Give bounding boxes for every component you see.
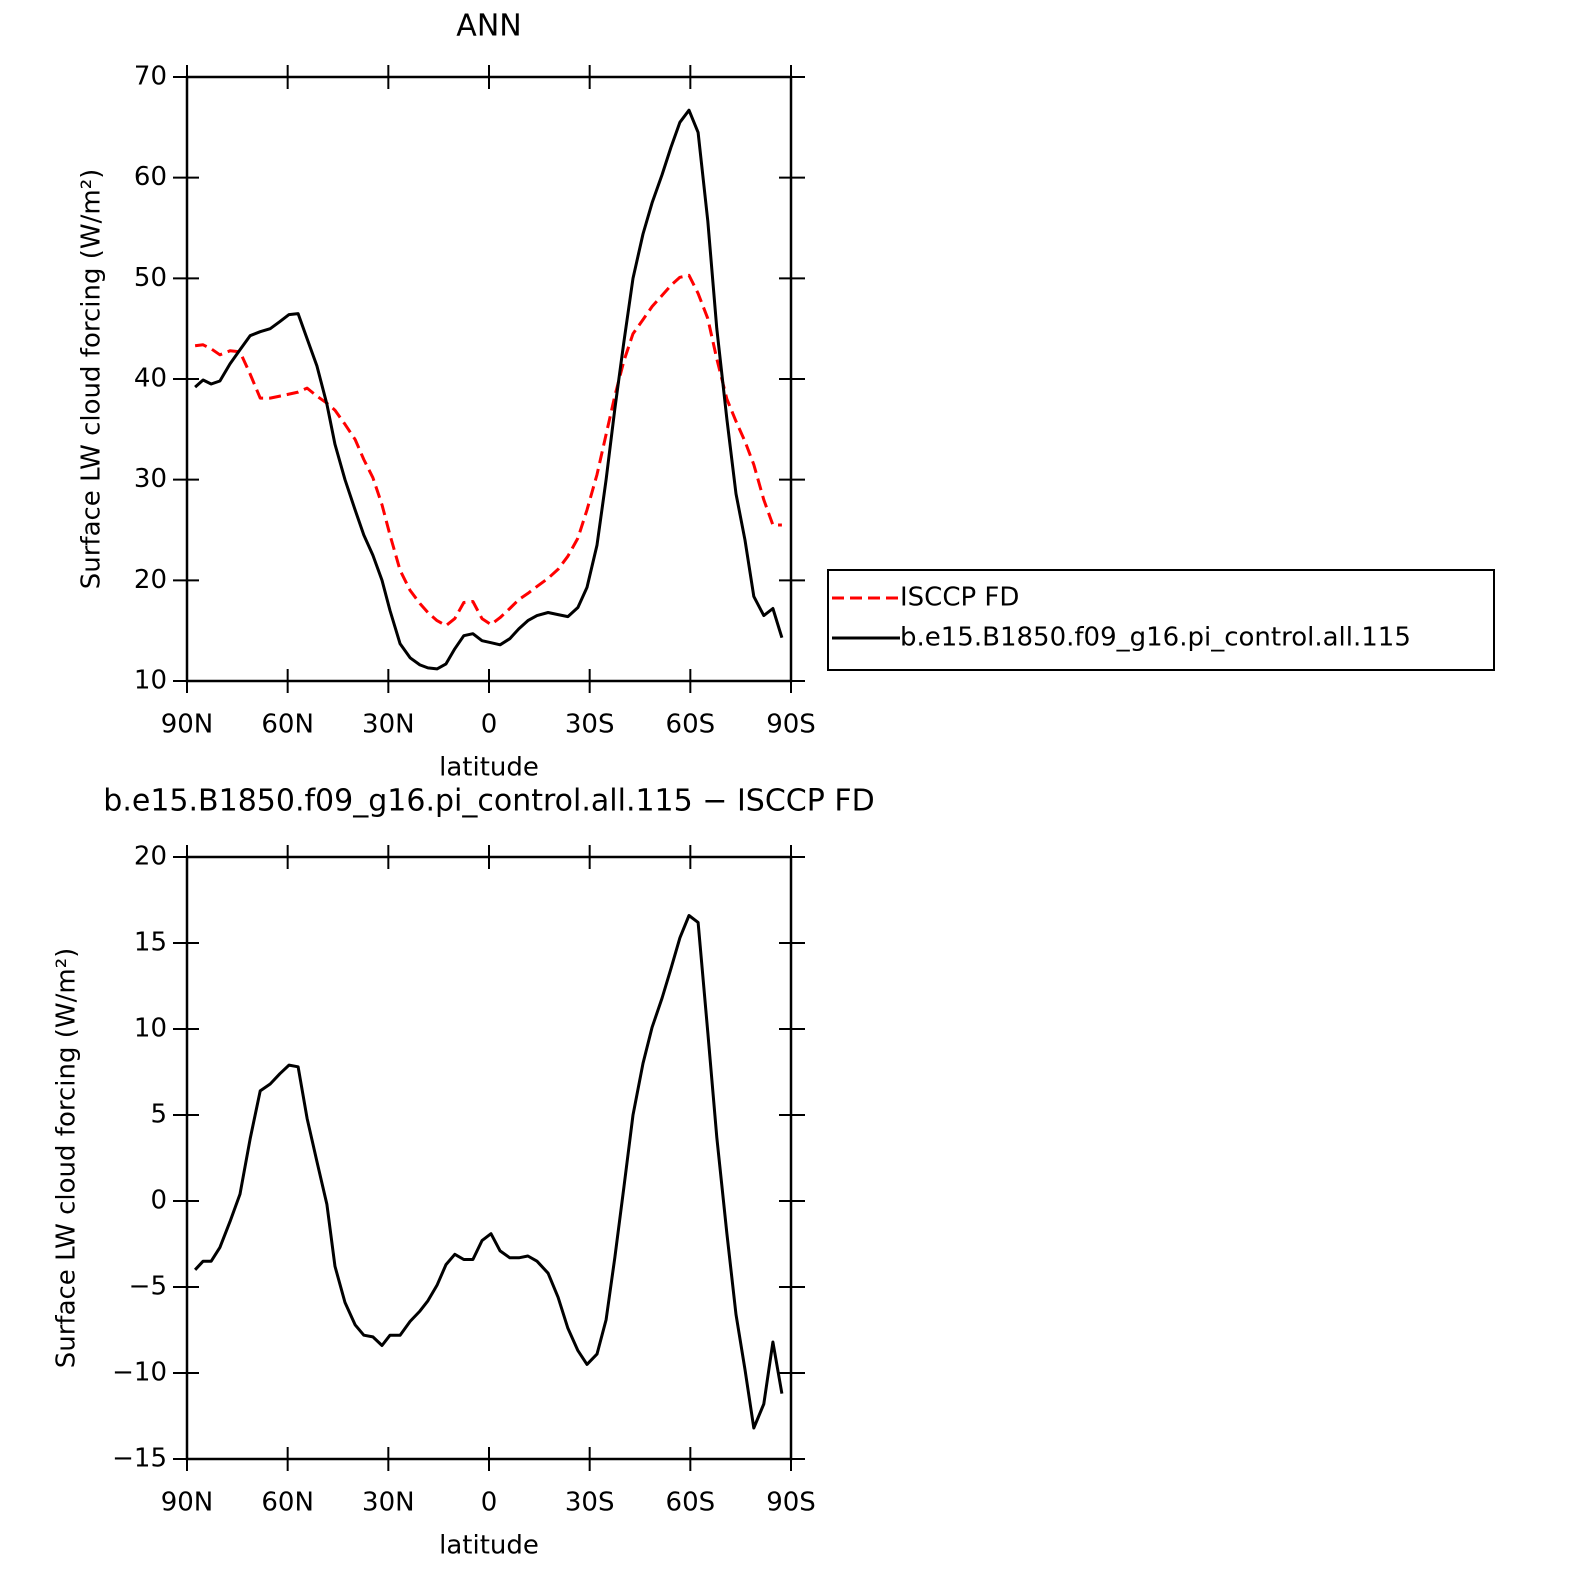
chart-title: b.e15.B1850.f09_g16.pi_control.all.115 −… bbox=[103, 784, 874, 819]
data-line bbox=[194, 914, 784, 1430]
x-tick-label: 60S bbox=[666, 1488, 716, 1518]
x-tick-label: 30N bbox=[362, 710, 415, 740]
chart-title: ANN bbox=[456, 9, 521, 44]
y-tick-label: 0 bbox=[150, 1186, 167, 1216]
x-tick-label: 90N bbox=[161, 1488, 214, 1518]
x-tick-label: 90N bbox=[161, 710, 214, 740]
y-tick-label: −5 bbox=[129, 1272, 167, 1302]
y-tick-label: 40 bbox=[134, 364, 167, 394]
y-tick-label: 30 bbox=[134, 464, 167, 494]
y-tick-label: 60 bbox=[134, 162, 167, 192]
y-axis-label: Surface LW cloud forcing (W/m²) bbox=[52, 948, 82, 1369]
y-tick-label: 10 bbox=[134, 1014, 167, 1044]
x-tick-label: 30N bbox=[362, 1488, 415, 1518]
y-tick-label: 50 bbox=[134, 263, 167, 293]
plot-frame bbox=[185, 75, 793, 683]
x-tick-label: 60S bbox=[666, 710, 716, 740]
y-tick-label: 20 bbox=[134, 565, 167, 595]
x-tick-label: 0 bbox=[481, 1488, 498, 1518]
data-line bbox=[194, 108, 784, 671]
y-tick-label: 10 bbox=[134, 666, 167, 696]
x-tick-label: 60N bbox=[261, 1488, 314, 1518]
legend-label: ISCCP FD bbox=[900, 583, 1019, 613]
y-tick-label: 15 bbox=[134, 928, 167, 958]
x-tick-label: 30S bbox=[565, 1488, 615, 1518]
x-tick-label: 30S bbox=[565, 710, 615, 740]
x-tick-label: 90S bbox=[766, 1488, 816, 1518]
x-tick-label: 60N bbox=[261, 710, 314, 740]
y-tick-label: −10 bbox=[112, 1358, 167, 1388]
y-tick-label: −15 bbox=[112, 1444, 167, 1474]
legend-box bbox=[827, 569, 1495, 671]
y-tick-label: 70 bbox=[134, 62, 167, 92]
x-tick-label: 0 bbox=[481, 710, 498, 740]
plot-frame bbox=[185, 855, 793, 1461]
data-line bbox=[194, 273, 782, 628]
x-axis-label: latitude bbox=[439, 753, 539, 783]
x-tick-label: 90S bbox=[766, 710, 816, 740]
y-tick-label: 20 bbox=[134, 842, 167, 872]
legend-label: b.e15.B1850.f09_g16.pi_control.all.115 bbox=[900, 623, 1411, 653]
y-axis-label: Surface LW cloud forcing (W/m²) bbox=[77, 169, 107, 590]
y-tick-label: 5 bbox=[150, 1100, 167, 1130]
x-axis-label: latitude bbox=[439, 1531, 539, 1561]
